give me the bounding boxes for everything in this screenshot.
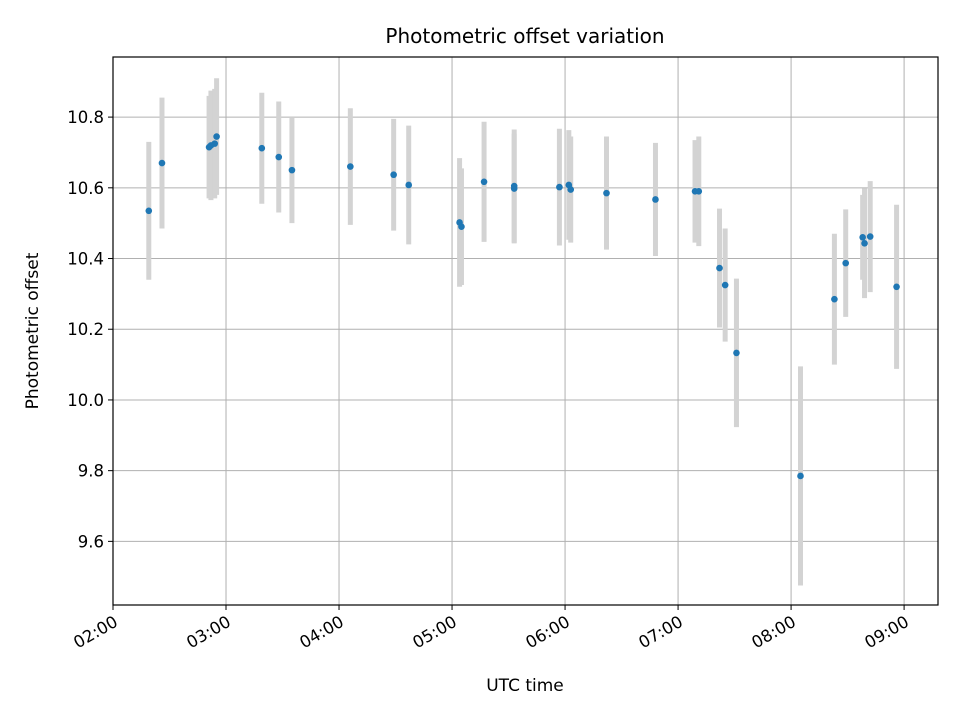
data-point [258,144,266,152]
data-point [288,166,296,174]
data-point [733,349,740,357]
data-point [893,283,900,291]
chart-title: Photometric offset variation [385,24,664,48]
data-point [567,186,575,193]
data-point [158,159,166,167]
grid [112,57,938,605]
data-point [390,171,397,179]
data-point [211,140,219,147]
data-point [721,281,729,289]
data-points [145,133,900,480]
x-tick-label: 02:00 [70,612,121,652]
data-point [405,181,413,189]
data-point [556,183,563,191]
x-tick-label: 03:00 [183,612,234,652]
data-point [695,188,703,195]
y-tick-label: 10.0 [67,391,104,410]
x-axis: 02:00 03:00 04:00 05:00 06:00 07:00 08:00 09:00 [70,605,912,652]
data-point [275,153,283,161]
x-axis-label: UTC time [486,676,564,696]
data-point [831,295,838,303]
data-point [603,189,610,197]
data-point [859,234,866,241]
data-point [213,133,220,140]
x-tick-label: 06:00 [522,612,573,652]
data-point [842,259,850,267]
data-point [510,182,518,190]
x-tick-label: 09:00 [861,612,912,652]
data-point [458,223,465,231]
data-point [861,240,868,247]
errorbars [146,78,900,586]
data-point [652,196,659,203]
x-tick-label: 07:00 [635,612,686,652]
y-tick-label: 10.6 [67,179,104,198]
data-point [480,178,488,186]
data-point [347,163,354,170]
x-tick-label: 08:00 [748,612,799,652]
data-point [145,207,153,215]
plot-frame [112,56,939,606]
y-axis: 9.6 9.8 10.0 10.2 10.4 10.6 10.8 [67,108,113,551]
x-tick-label: 05:00 [409,612,460,652]
y-tick-label: 10.8 [67,108,104,127]
data-point [797,472,804,480]
y-tick-label: 9.8 [78,462,104,481]
y-axis-label: Photometric offset [23,252,43,409]
y-tick-label: 10.4 [67,250,104,269]
data-point [716,264,723,272]
y-tick-label: 10.2 [67,320,104,339]
y-tick-label: 9.6 [78,532,104,551]
x-tick-label: 04:00 [296,612,347,652]
data-point [866,233,874,240]
